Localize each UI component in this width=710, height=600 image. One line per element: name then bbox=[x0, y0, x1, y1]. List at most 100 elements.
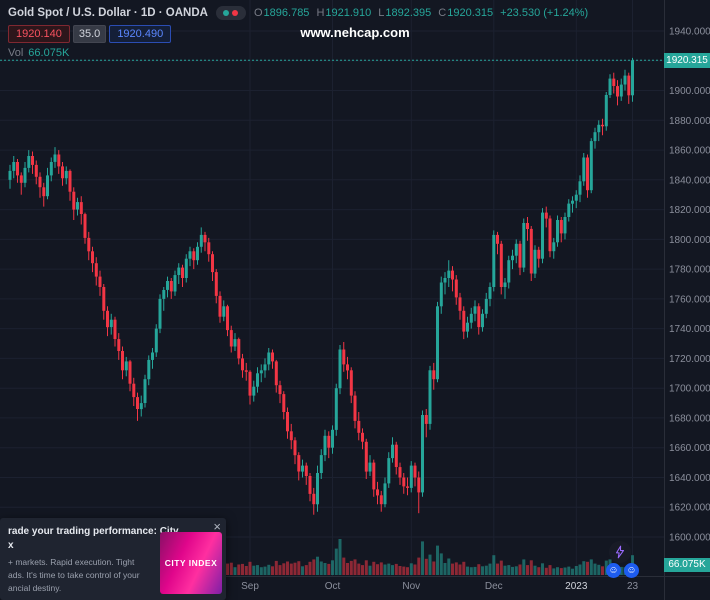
candle-body bbox=[76, 202, 79, 210]
candle-body bbox=[38, 176, 42, 188]
volume-value: 66.075K bbox=[28, 47, 70, 59]
candle-body bbox=[248, 371, 252, 396]
candle-body bbox=[398, 467, 402, 478]
candle-body bbox=[211, 254, 214, 273]
volume-bar bbox=[297, 561, 301, 575]
volume-bar bbox=[571, 568, 574, 575]
candle-body bbox=[451, 270, 454, 280]
volume-bar bbox=[368, 565, 372, 575]
candle-body bbox=[256, 373, 259, 387]
candle-body bbox=[98, 276, 102, 287]
candle-body bbox=[593, 132, 597, 142]
candle-body bbox=[49, 162, 53, 176]
volume-bar bbox=[387, 563, 391, 575]
candle-body bbox=[424, 415, 428, 424]
candle-body bbox=[612, 78, 616, 86]
candle-body bbox=[376, 489, 379, 496]
candle-body bbox=[567, 203, 571, 217]
price-tick-label: 1840.000 bbox=[669, 175, 710, 186]
volume-bar bbox=[428, 554, 432, 575]
volume-bar bbox=[496, 563, 499, 575]
volume-label: Vol bbox=[8, 47, 24, 59]
price-tick-label: 1720.000 bbox=[669, 354, 710, 365]
boost-button[interactable] bbox=[609, 541, 631, 563]
volume-bar bbox=[252, 565, 256, 575]
ad-title-line1: rade your trading performance: City bbox=[8, 526, 179, 537]
volume-bar bbox=[376, 564, 379, 575]
candle-body bbox=[496, 234, 499, 244]
price-axis[interactable] bbox=[664, 0, 710, 576]
volume-readout: Vol 66.075K bbox=[8, 47, 69, 59]
volume-bar bbox=[259, 567, 263, 575]
ad-brand-tile[interactable]: CITY INDEX bbox=[160, 532, 222, 594]
candle-body bbox=[57, 154, 61, 167]
volume-bar bbox=[552, 568, 556, 575]
candle-body bbox=[518, 243, 522, 268]
candle-body bbox=[241, 358, 244, 371]
high-value: 1921.910 bbox=[325, 7, 372, 19]
candle-body bbox=[391, 444, 394, 459]
candle-body bbox=[117, 339, 121, 351]
candle-body bbox=[42, 187, 46, 197]
volume-bar bbox=[256, 565, 259, 575]
buy-sell-widget: 1920.140 35.0 1920.490 bbox=[8, 25, 172, 43]
reaction-button-1[interactable]: ☺ bbox=[606, 563, 621, 578]
candle-body bbox=[477, 306, 481, 328]
volume-bar bbox=[316, 556, 319, 575]
volume-bar bbox=[589, 559, 593, 575]
candle-body bbox=[578, 181, 582, 195]
volume-bar bbox=[526, 565, 529, 575]
ad-popup: rade your trading performance: City x + … bbox=[0, 518, 226, 600]
volume-bar bbox=[391, 565, 394, 575]
candle-body bbox=[293, 440, 297, 456]
candle-body bbox=[492, 234, 496, 287]
symbol-title[interactable]: Gold Spot / U.S. Dollar · 1D · OANDA bbox=[8, 7, 208, 19]
candle-body bbox=[196, 246, 199, 261]
candle-body bbox=[503, 282, 507, 287]
volume-bar bbox=[567, 566, 571, 575]
price-tick-label: 1800.000 bbox=[669, 235, 710, 246]
volume-bar bbox=[331, 560, 334, 575]
price-tick-label: 1880.000 bbox=[669, 116, 710, 127]
candle-body bbox=[218, 295, 222, 317]
candle-body bbox=[507, 260, 511, 283]
ad-close-button[interactable]: × bbox=[213, 519, 221, 534]
volume-bar bbox=[559, 568, 563, 575]
candle-body bbox=[61, 166, 64, 179]
buy-button[interactable]: 1920.490 bbox=[109, 25, 172, 43]
volume-bar bbox=[229, 562, 233, 575]
sell-button[interactable]: 1920.140 bbox=[8, 25, 70, 43]
volume-bar bbox=[394, 563, 398, 575]
candle-body bbox=[259, 370, 263, 374]
candle-body bbox=[379, 495, 383, 505]
volume-bar bbox=[308, 561, 312, 575]
reaction-button-2[interactable]: ☺ bbox=[624, 563, 639, 578]
candle-body bbox=[316, 473, 319, 505]
volume-bar bbox=[507, 565, 511, 575]
volume-bar bbox=[503, 565, 507, 575]
candle-body bbox=[304, 465, 308, 476]
candle-body bbox=[151, 352, 154, 360]
candle-body bbox=[169, 281, 173, 292]
volume-bar bbox=[406, 567, 409, 575]
volume-bar bbox=[582, 561, 586, 575]
market-status-pill[interactable] bbox=[215, 6, 246, 20]
candle-body bbox=[484, 298, 488, 314]
candle-body bbox=[349, 370, 353, 396]
candle-body bbox=[91, 251, 94, 264]
candle-body bbox=[263, 364, 267, 371]
volume-bar bbox=[327, 563, 331, 575]
price-tick-label: 1760.000 bbox=[669, 294, 710, 305]
candle-body bbox=[488, 287, 492, 299]
volume-bar bbox=[274, 560, 278, 575]
candle-body bbox=[162, 290, 166, 299]
candle-body bbox=[64, 170, 68, 179]
time-tick-label: Sep bbox=[241, 581, 259, 592]
candle-body bbox=[8, 170, 12, 180]
candle-body bbox=[23, 167, 27, 183]
volume-bar bbox=[563, 567, 567, 575]
volume-bar bbox=[237, 564, 241, 575]
volume-bar bbox=[226, 563, 229, 575]
